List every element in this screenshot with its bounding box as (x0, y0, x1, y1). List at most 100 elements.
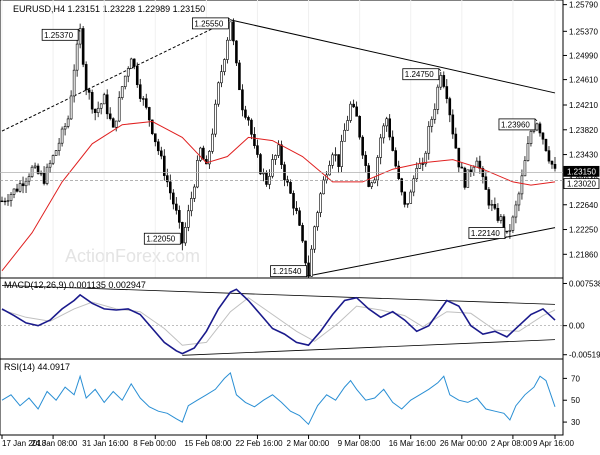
candle-body (3, 200, 7, 203)
candle-body (295, 207, 298, 212)
current-price-label: 1.23150 (567, 167, 596, 176)
candle-body (69, 95, 73, 120)
candle-body (280, 144, 283, 166)
candle-body (550, 160, 554, 165)
candle-body (505, 230, 509, 233)
candle-body (226, 39, 229, 60)
price-ytick-label: 1.22250 (569, 226, 598, 235)
xtick-label: 17 Jan 2018 (2, 439, 47, 448)
candle-body (132, 58, 136, 67)
current-price-label: 1.23020 (567, 180, 596, 189)
candle-body (490, 204, 494, 206)
candle-body (138, 84, 142, 99)
candle-body (184, 227, 187, 244)
price-ytick-label: 1.23820 (569, 126, 598, 135)
rsi-line (1, 371, 556, 426)
candle-body (199, 147, 202, 161)
candle-body (262, 172, 265, 175)
moving-average-line (1, 120, 556, 272)
candle-body (352, 103, 355, 108)
candle-body (175, 203, 178, 211)
candle-body (66, 118, 70, 127)
macd-trendline (1, 284, 556, 305)
candle-body (274, 155, 277, 160)
candle-body (78, 28, 82, 45)
candle-body (150, 119, 154, 135)
candle-body (520, 175, 524, 195)
annotation-label: 1.22050 (146, 235, 175, 244)
candle-body (241, 89, 244, 111)
annotation-box (402, 68, 440, 81)
candle-body (472, 166, 476, 173)
candle-body (187, 210, 190, 228)
candle-body (232, 21, 235, 42)
candle-body (319, 193, 322, 213)
candle-body (409, 191, 413, 204)
candle-body (126, 68, 130, 77)
candle-body (84, 64, 88, 91)
candle-body (178, 210, 181, 223)
candle-body (220, 71, 223, 84)
candle-body (93, 108, 97, 113)
candle-body (394, 150, 398, 167)
candle-body (21, 183, 25, 187)
candle-body (475, 160, 479, 168)
candle-body (208, 151, 211, 165)
candle-body (322, 179, 325, 195)
candle-body (247, 117, 250, 121)
annotation-label: 1.25370 (44, 31, 73, 40)
macd-header: MACD(12,26,9) 0.001135 0.002947 (4, 280, 146, 290)
candle-body (451, 114, 455, 135)
candle-body (123, 75, 127, 87)
candle-body (313, 226, 316, 250)
rsi-panel: RSI(14) 44.0917 70 50 30 (0, 358, 580, 436)
candle-body (421, 163, 425, 165)
candle-body (514, 204, 518, 218)
candle-body (415, 168, 419, 180)
candle-body (277, 144, 280, 156)
price-trendline (308, 227, 556, 277)
candle-body (141, 98, 145, 100)
candle-body (244, 109, 247, 118)
price-ytick-label: 1.24210 (569, 101, 598, 110)
candle-body (48, 162, 52, 168)
candle-body (538, 123, 542, 134)
price-ytick-label: 1.25370 (569, 27, 598, 36)
candle-body (235, 40, 238, 64)
candle-body (135, 65, 139, 86)
candle-body (259, 154, 262, 175)
candle-body (193, 186, 196, 199)
candle-body (301, 225, 304, 242)
candle-body (418, 163, 422, 169)
candle-body (12, 188, 16, 195)
candle-body (460, 166, 464, 169)
candle-body (433, 109, 437, 120)
candle-body (427, 126, 431, 154)
candle-body (147, 107, 151, 121)
candle-body (214, 103, 217, 135)
candle-body (250, 119, 253, 135)
candle-body (367, 165, 370, 187)
current-price-box (563, 178, 600, 190)
candle-body (27, 176, 31, 182)
candle-body (172, 192, 175, 205)
price-header: EURUSD,H4 1.23151 1.23228 1.22989 1.2315… (13, 4, 205, 14)
candle-body (385, 118, 388, 127)
candle-body (63, 126, 67, 130)
candle-body (535, 123, 539, 131)
candle-body (355, 106, 358, 117)
watermark: ActionForex.com (65, 246, 200, 266)
candle-body (373, 179, 376, 184)
candle-body (412, 178, 416, 193)
candle-body (388, 118, 391, 138)
xtick-label: 2 Apr 08:00 (491, 439, 532, 448)
candle-body (120, 86, 124, 98)
candle-body (72, 69, 76, 97)
price-ytick-label: 1.24990 (569, 51, 598, 60)
candle-body (442, 75, 446, 87)
candle-body (298, 210, 301, 226)
candle-body (553, 163, 557, 169)
candle-body (30, 166, 34, 177)
candle-body (454, 133, 458, 149)
candle-body (523, 160, 527, 177)
